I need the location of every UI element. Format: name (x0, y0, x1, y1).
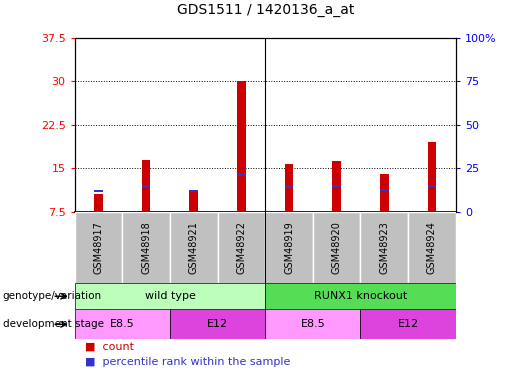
Bar (265, 283, 456, 309)
Text: development stage: development stage (3, 320, 104, 329)
Text: E8.5: E8.5 (110, 320, 135, 329)
Bar (265, 309, 360, 339)
Bar (170, 212, 217, 283)
Text: GSM48918: GSM48918 (141, 221, 151, 274)
Bar (142, 160, 150, 212)
Text: ■  percentile rank within the sample: ■ percentile rank within the sample (85, 357, 290, 367)
Bar (380, 189, 389, 191)
Text: GSM48917: GSM48917 (94, 221, 104, 274)
Bar (360, 212, 408, 283)
Text: GDS1511 / 1420136_a_at: GDS1511 / 1420136_a_at (177, 3, 354, 17)
Bar (122, 212, 170, 283)
Bar (94, 194, 103, 212)
Bar (265, 212, 313, 283)
Bar (75, 212, 123, 283)
Bar (237, 81, 246, 212)
Bar (94, 190, 103, 192)
Bar (75, 283, 265, 309)
Bar (142, 185, 150, 188)
Bar (217, 212, 265, 283)
Bar (285, 185, 294, 188)
Bar (237, 173, 246, 176)
Text: GSM48923: GSM48923 (380, 221, 389, 274)
Bar (75, 309, 170, 339)
Text: RUNX1 knockout: RUNX1 knockout (314, 291, 407, 301)
Text: E12: E12 (207, 320, 228, 329)
Text: GSM48921: GSM48921 (189, 221, 199, 274)
Text: GSM48922: GSM48922 (236, 221, 246, 274)
Bar (408, 212, 456, 283)
Text: wild type: wild type (145, 291, 195, 301)
Bar (427, 184, 436, 187)
Bar (190, 192, 198, 212)
Bar (170, 309, 265, 339)
Bar (190, 190, 198, 192)
Text: GSM48919: GSM48919 (284, 221, 294, 274)
Bar (360, 309, 456, 339)
Bar (332, 184, 341, 187)
Bar (332, 161, 341, 212)
Text: E12: E12 (398, 320, 419, 329)
Bar (313, 212, 360, 283)
Text: ■  count: ■ count (85, 342, 134, 352)
Bar (427, 142, 436, 212)
Text: GSM48924: GSM48924 (427, 221, 437, 274)
Bar (380, 174, 389, 212)
Text: GSM48920: GSM48920 (332, 221, 341, 274)
Text: E8.5: E8.5 (300, 320, 325, 329)
Bar (285, 164, 294, 212)
Text: genotype/variation: genotype/variation (3, 291, 101, 301)
